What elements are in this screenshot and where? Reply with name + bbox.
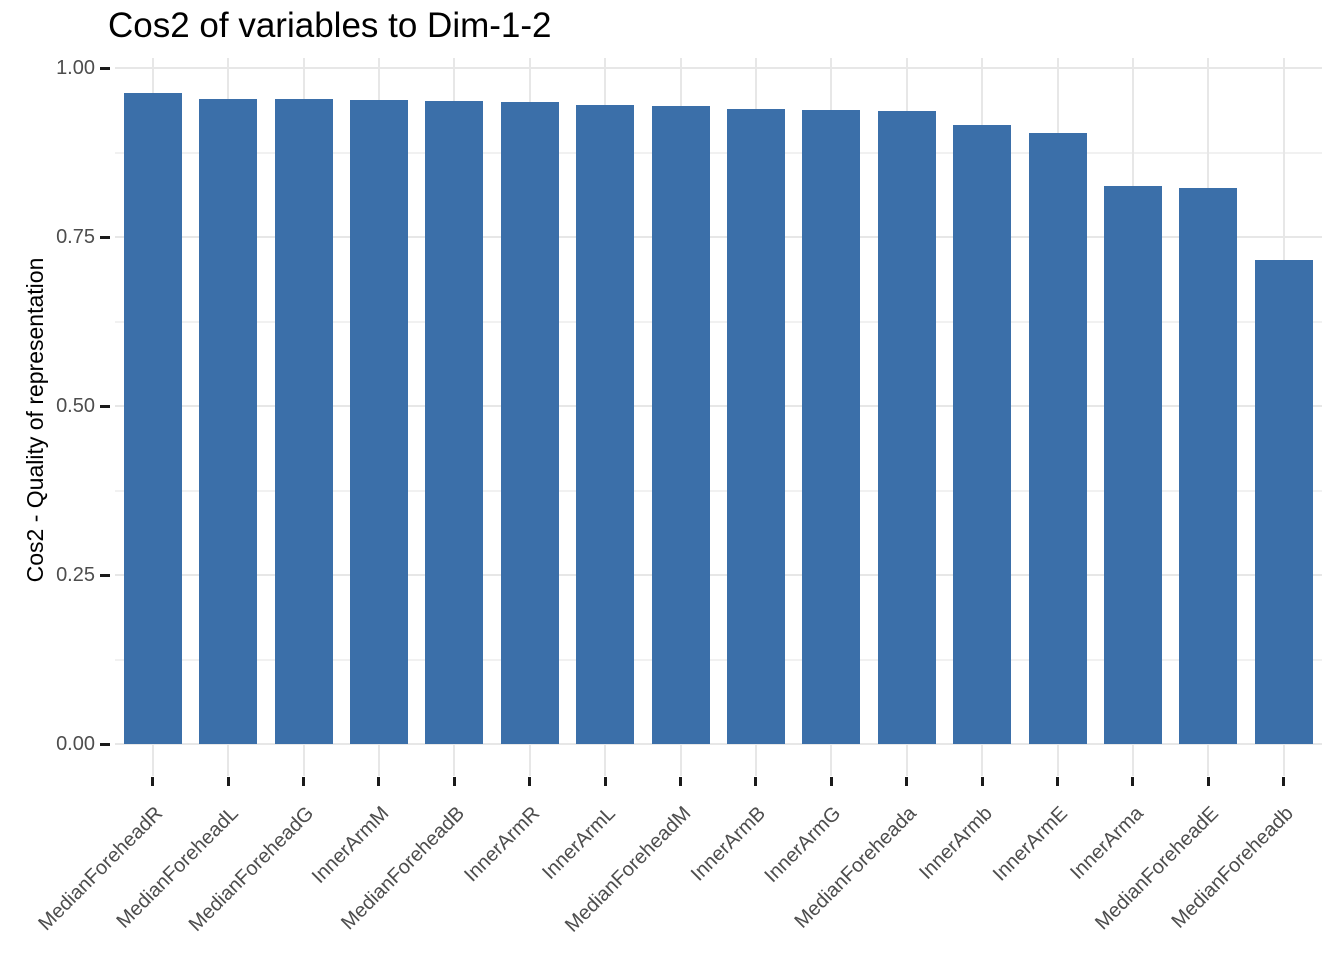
x-tick-mark	[1131, 777, 1135, 786]
y-tick-mark	[100, 235, 110, 239]
bar-InnerArmb	[953, 124, 1012, 744]
x-tick-label: InnerArmR	[460, 802, 545, 887]
x-tick-mark	[528, 777, 532, 786]
bar-MedianForeheadb	[1254, 259, 1313, 744]
y-tick-mark	[100, 573, 110, 577]
x-tick-label: InnerArmb	[914, 802, 997, 884]
bar-MedianForeheadL	[199, 99, 258, 744]
bar-MedianForeheadR	[123, 93, 182, 744]
x-tick-mark	[226, 777, 230, 786]
y-tick-mark	[100, 404, 110, 408]
x-tick-label: MedianForeheadR	[34, 802, 168, 936]
bar-MedianForeheadE	[1179, 187, 1238, 744]
plot-panel	[115, 58, 1322, 776]
x-tick-mark	[452, 777, 456, 786]
bar-MedianForeheada	[877, 110, 936, 744]
y-axis-title: Cos2 - Quality of representation	[22, 257, 48, 583]
x-tick-label: InnerArmB	[687, 802, 771, 886]
gridline-minor-y	[115, 151, 1322, 154]
y-tick-label: 0.00	[56, 733, 95, 755]
y-tick-label: 0.50	[56, 395, 95, 417]
gridline-major-y	[115, 574, 1322, 576]
bar-InnerArma	[1103, 186, 1162, 744]
y-tick-label: 1.00	[56, 57, 95, 79]
gridline-major-y	[115, 743, 1322, 745]
x-tick-label: MedianForeheadM	[560, 802, 695, 937]
y-tick-label: 0.25	[56, 564, 95, 586]
x-tick-mark	[980, 777, 984, 786]
bar-InnerArmR	[500, 101, 559, 744]
gridline-major-y	[115, 236, 1322, 238]
x-tick-mark	[1056, 777, 1059, 786]
gridline-minor-y	[115, 658, 1322, 661]
gridline-major-y	[115, 67, 1322, 69]
bar-InnerArmL	[576, 105, 635, 744]
x-tick-mark	[1282, 777, 1286, 786]
x-tick-label: MedianForeheadG	[184, 802, 318, 936]
x-tick-mark	[1206, 777, 1210, 786]
bar-InnerArmM	[349, 100, 408, 744]
x-tick-label: InnerArmE	[988, 802, 1072, 886]
x-tick-mark	[603, 777, 607, 786]
bar-MedianForeheadM	[651, 105, 710, 744]
x-tick-mark	[302, 777, 305, 786]
gridline-minor-y	[115, 489, 1322, 492]
chart-title: Cos2 of variables to Dim-1-2	[108, 6, 552, 45]
bar-InnerArmB	[726, 109, 785, 744]
gridline-major-y	[115, 405, 1322, 407]
y-tick-label: 0.75	[56, 226, 95, 248]
bar-InnerArmG	[802, 109, 861, 744]
x-tick-mark	[905, 777, 909, 786]
y-tick-mark	[100, 66, 110, 70]
y-tick-mark	[100, 742, 110, 746]
x-tick-mark	[829, 777, 833, 786]
gridline-minor-y	[115, 320, 1322, 323]
x-tick-mark	[679, 777, 682, 786]
x-tick-mark	[377, 777, 381, 786]
bar-InnerArmE	[1028, 132, 1087, 744]
x-tick-mark	[151, 777, 155, 786]
x-tick-mark	[754, 777, 758, 786]
bar-MedianForeheadB	[425, 101, 484, 744]
bar-MedianForeheadG	[274, 99, 333, 744]
